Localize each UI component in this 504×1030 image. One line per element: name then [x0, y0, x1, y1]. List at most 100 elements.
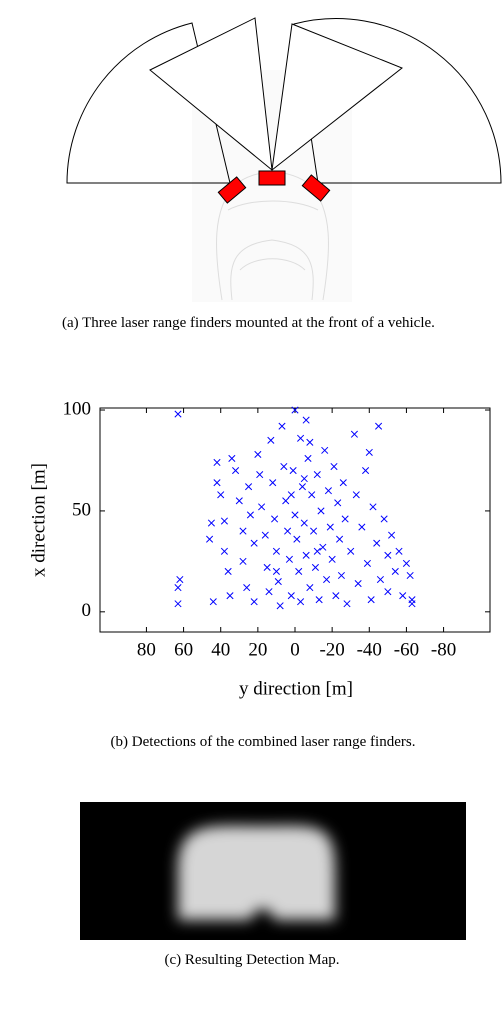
point	[408, 596, 416, 604]
caption-text: Detections of the combined laser range f…	[131, 734, 416, 750]
point	[265, 588, 273, 596]
point	[300, 519, 308, 527]
point	[406, 571, 414, 580]
point	[306, 584, 314, 592]
point	[313, 471, 321, 479]
point	[311, 563, 319, 571]
point	[391, 567, 399, 576]
point	[339, 479, 347, 487]
point	[206, 535, 214, 543]
point	[302, 416, 310, 424]
point	[363, 559, 371, 567]
point	[280, 462, 288, 471]
point	[174, 600, 182, 608]
point	[174, 584, 182, 592]
caption-text: Three laser range finders mounted at the…	[82, 315, 435, 331]
point	[308, 491, 316, 499]
point	[375, 422, 383, 430]
caption-a: (a) Three laser range finders mounted at…	[62, 312, 504, 335]
point	[376, 575, 384, 584]
point	[402, 559, 410, 567]
point	[272, 547, 280, 555]
point	[217, 491, 225, 499]
x-tick-label: -20	[319, 639, 344, 660]
y-tick-label: 50	[72, 499, 91, 520]
point	[224, 567, 232, 576]
caption-text: Resulting Detection Map.	[184, 952, 340, 968]
point	[297, 598, 305, 606]
point	[261, 531, 269, 539]
caption-label: (b)	[110, 734, 129, 750]
point	[326, 523, 334, 531]
point	[298, 483, 306, 491]
point	[324, 487, 332, 495]
point	[226, 592, 234, 600]
y-tick-label: 100	[63, 398, 92, 419]
point	[284, 527, 292, 535]
point	[235, 497, 243, 505]
x-axis-label: y direction [m]	[239, 678, 353, 699]
point	[354, 580, 362, 588]
point	[317, 507, 325, 515]
point	[321, 446, 329, 454]
point	[287, 592, 295, 600]
point	[297, 434, 305, 442]
point	[174, 410, 182, 418]
caption-label: (a)	[62, 315, 79, 331]
point	[337, 571, 345, 580]
point	[278, 422, 286, 430]
point	[209, 598, 217, 606]
x-tick-label: 0	[290, 639, 300, 660]
point	[293, 535, 301, 543]
point	[271, 515, 279, 523]
point	[304, 454, 312, 463]
point	[295, 567, 303, 576]
point	[336, 535, 344, 543]
point	[380, 515, 388, 523]
point	[250, 539, 258, 547]
point	[250, 598, 258, 606]
point	[395, 547, 403, 555]
point	[287, 491, 295, 499]
caption-c: (c) Resulting Detection Map.	[0, 949, 504, 972]
x-tick-label: 80	[137, 639, 156, 660]
point	[285, 555, 293, 563]
point	[330, 462, 338, 471]
point	[276, 602, 284, 610]
point	[239, 557, 247, 565]
point	[254, 450, 262, 458]
caption-label: (c)	[164, 952, 182, 968]
caption-b: (b) Detections of the combined laser ran…	[78, 731, 448, 754]
vehicle-diagram	[66, 17, 502, 302]
point	[315, 596, 323, 604]
x-tick-label: -80	[431, 639, 456, 660]
point	[313, 547, 321, 555]
point	[334, 499, 342, 507]
point	[306, 438, 314, 446]
point	[228, 454, 236, 463]
point	[384, 551, 392, 559]
point	[358, 523, 366, 531]
point	[332, 592, 340, 600]
point	[341, 515, 349, 523]
point	[347, 547, 355, 555]
point	[310, 527, 318, 535]
point	[258, 503, 266, 511]
point	[343, 600, 351, 608]
point	[302, 551, 310, 559]
point	[388, 531, 396, 539]
point	[384, 588, 392, 596]
x-tick-label: -40	[357, 639, 382, 660]
point	[289, 467, 297, 475]
point	[399, 592, 407, 600]
x-tick-label: 40	[211, 639, 230, 660]
point	[213, 479, 221, 487]
point	[239, 527, 247, 535]
point	[350, 430, 358, 438]
point	[369, 503, 377, 511]
point	[367, 596, 375, 604]
point	[243, 584, 251, 592]
point	[282, 497, 290, 505]
